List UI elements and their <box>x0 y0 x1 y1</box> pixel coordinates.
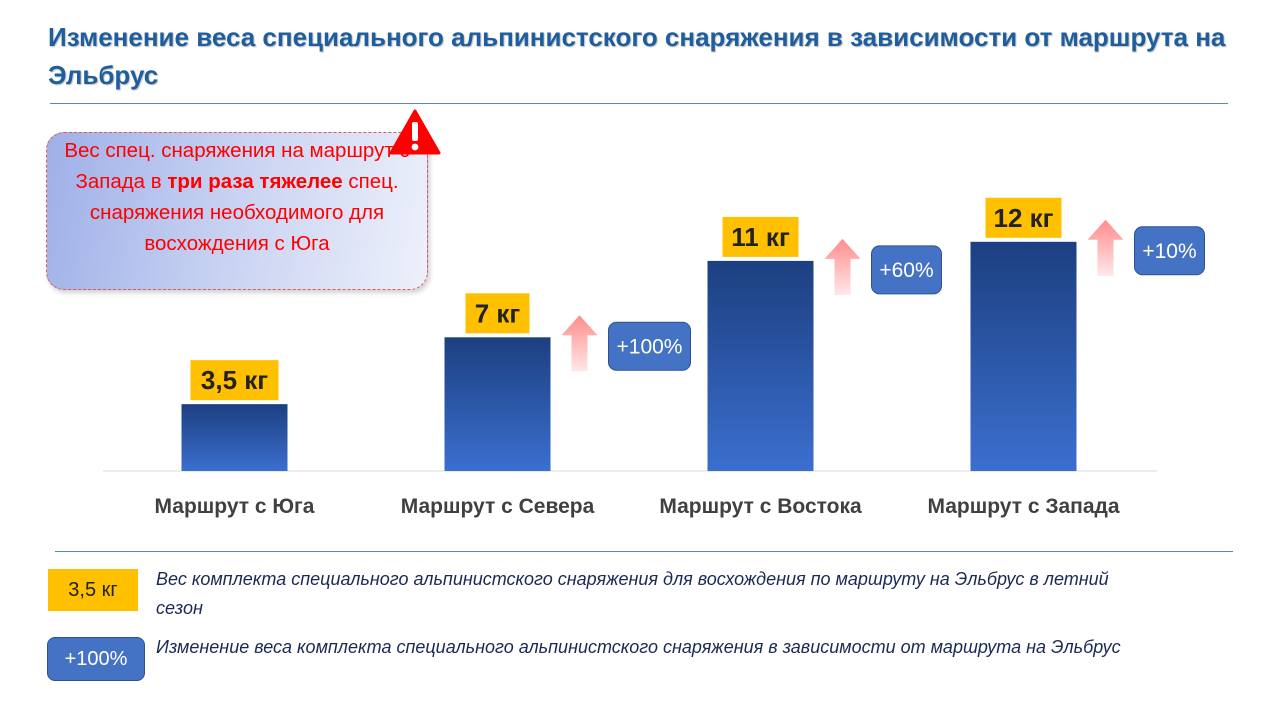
change-label: +60% <box>879 259 933 282</box>
category-label: Маршрут с Запада <box>927 495 1119 518</box>
value-badge <box>190 360 279 401</box>
bar <box>444 337 551 471</box>
value-label: 11 кг <box>731 222 790 252</box>
up-arrow-icon <box>1087 219 1124 276</box>
up-arrow-icon <box>824 238 861 295</box>
value-badge <box>985 197 1062 238</box>
value-label: 7 кг <box>475 298 521 328</box>
bar <box>970 241 1077 471</box>
legend-divider <box>55 551 1233 552</box>
title-divider <box>50 103 1228 104</box>
warning-triangle-icon <box>389 109 441 155</box>
change-label: +10% <box>1142 240 1196 263</box>
callout-text-part1: Вес спец. снаряжения на маршрут с Запада… <box>64 139 410 193</box>
category-label: Маршрут с Востока <box>659 495 862 518</box>
legend-change-description: Изменение веса комплекта специального ал… <box>156 637 1121 657</box>
callout-text-bold: три раза тяжелее <box>167 170 343 193</box>
value-label: 3,5 кг <box>201 365 268 395</box>
callout-text-part2: спец. снаряжения необходимого для восхож… <box>89 170 399 255</box>
change-badge <box>1134 226 1205 276</box>
value-badge <box>465 293 530 334</box>
change-badge <box>608 321 691 371</box>
category-label: Маршрут с Севера <box>401 495 595 518</box>
value-badge <box>722 216 799 257</box>
page-title: Изменение веса специального альпинистско… <box>48 22 1226 90</box>
value-label: 12 кг <box>994 203 1054 233</box>
category-label: Маршрут с Юга <box>155 495 315 518</box>
bar <box>181 404 288 471</box>
up-arrow-icon <box>561 315 598 372</box>
legend-value-description: Вес комплекта специального альпинистског… <box>156 569 1109 618</box>
legend-change-swatch: +100% <box>47 637 145 681</box>
change-badge <box>871 245 942 295</box>
legend-value-swatch: 3,5 кг <box>48 569 138 611</box>
callout-box: Вес спец. снаряжения на маршрут с Запада… <box>46 132 428 290</box>
change-label: +100% <box>617 335 683 358</box>
bar <box>707 260 814 471</box>
